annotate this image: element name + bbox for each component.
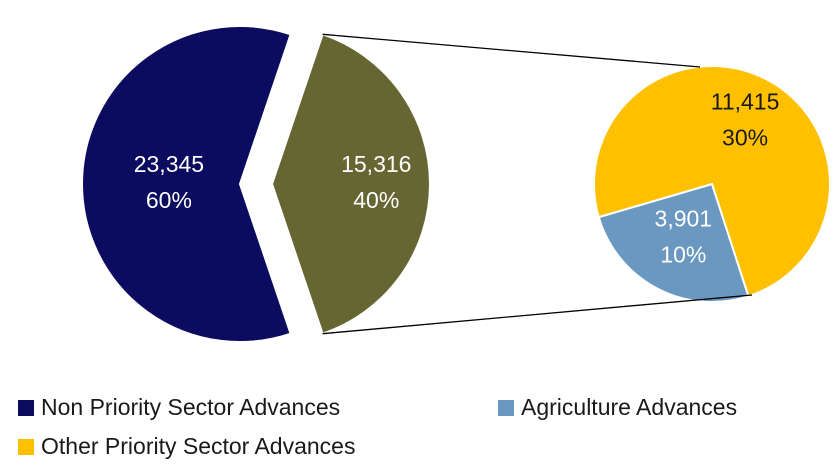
percent-label: 10%	[660, 241, 706, 267]
percent-label: 40%	[353, 187, 399, 213]
legend-swatch	[18, 439, 34, 455]
value-label: 15,316	[341, 151, 411, 177]
pie-slice	[597, 182, 750, 303]
legend-label: Other Priority Sector Advances	[41, 433, 355, 459]
value-label: 3,901	[655, 205, 713, 231]
value-label: 23,345	[134, 151, 204, 177]
connector-line	[322, 33, 701, 68]
legend-swatch	[498, 400, 514, 416]
pie-slice	[270, 33, 431, 335]
percent-label: 60%	[146, 187, 192, 213]
legend-swatch	[18, 400, 34, 416]
value-label: 11,415	[711, 88, 780, 114]
legend-label: Non Priority Sector Advances	[41, 394, 340, 420]
pie-slice	[80, 25, 292, 343]
percent-label: 30%	[722, 124, 768, 150]
legend-label: Agriculture Advances	[521, 394, 737, 420]
pie-slice	[593, 65, 831, 298]
connector-line	[322, 294, 753, 335]
